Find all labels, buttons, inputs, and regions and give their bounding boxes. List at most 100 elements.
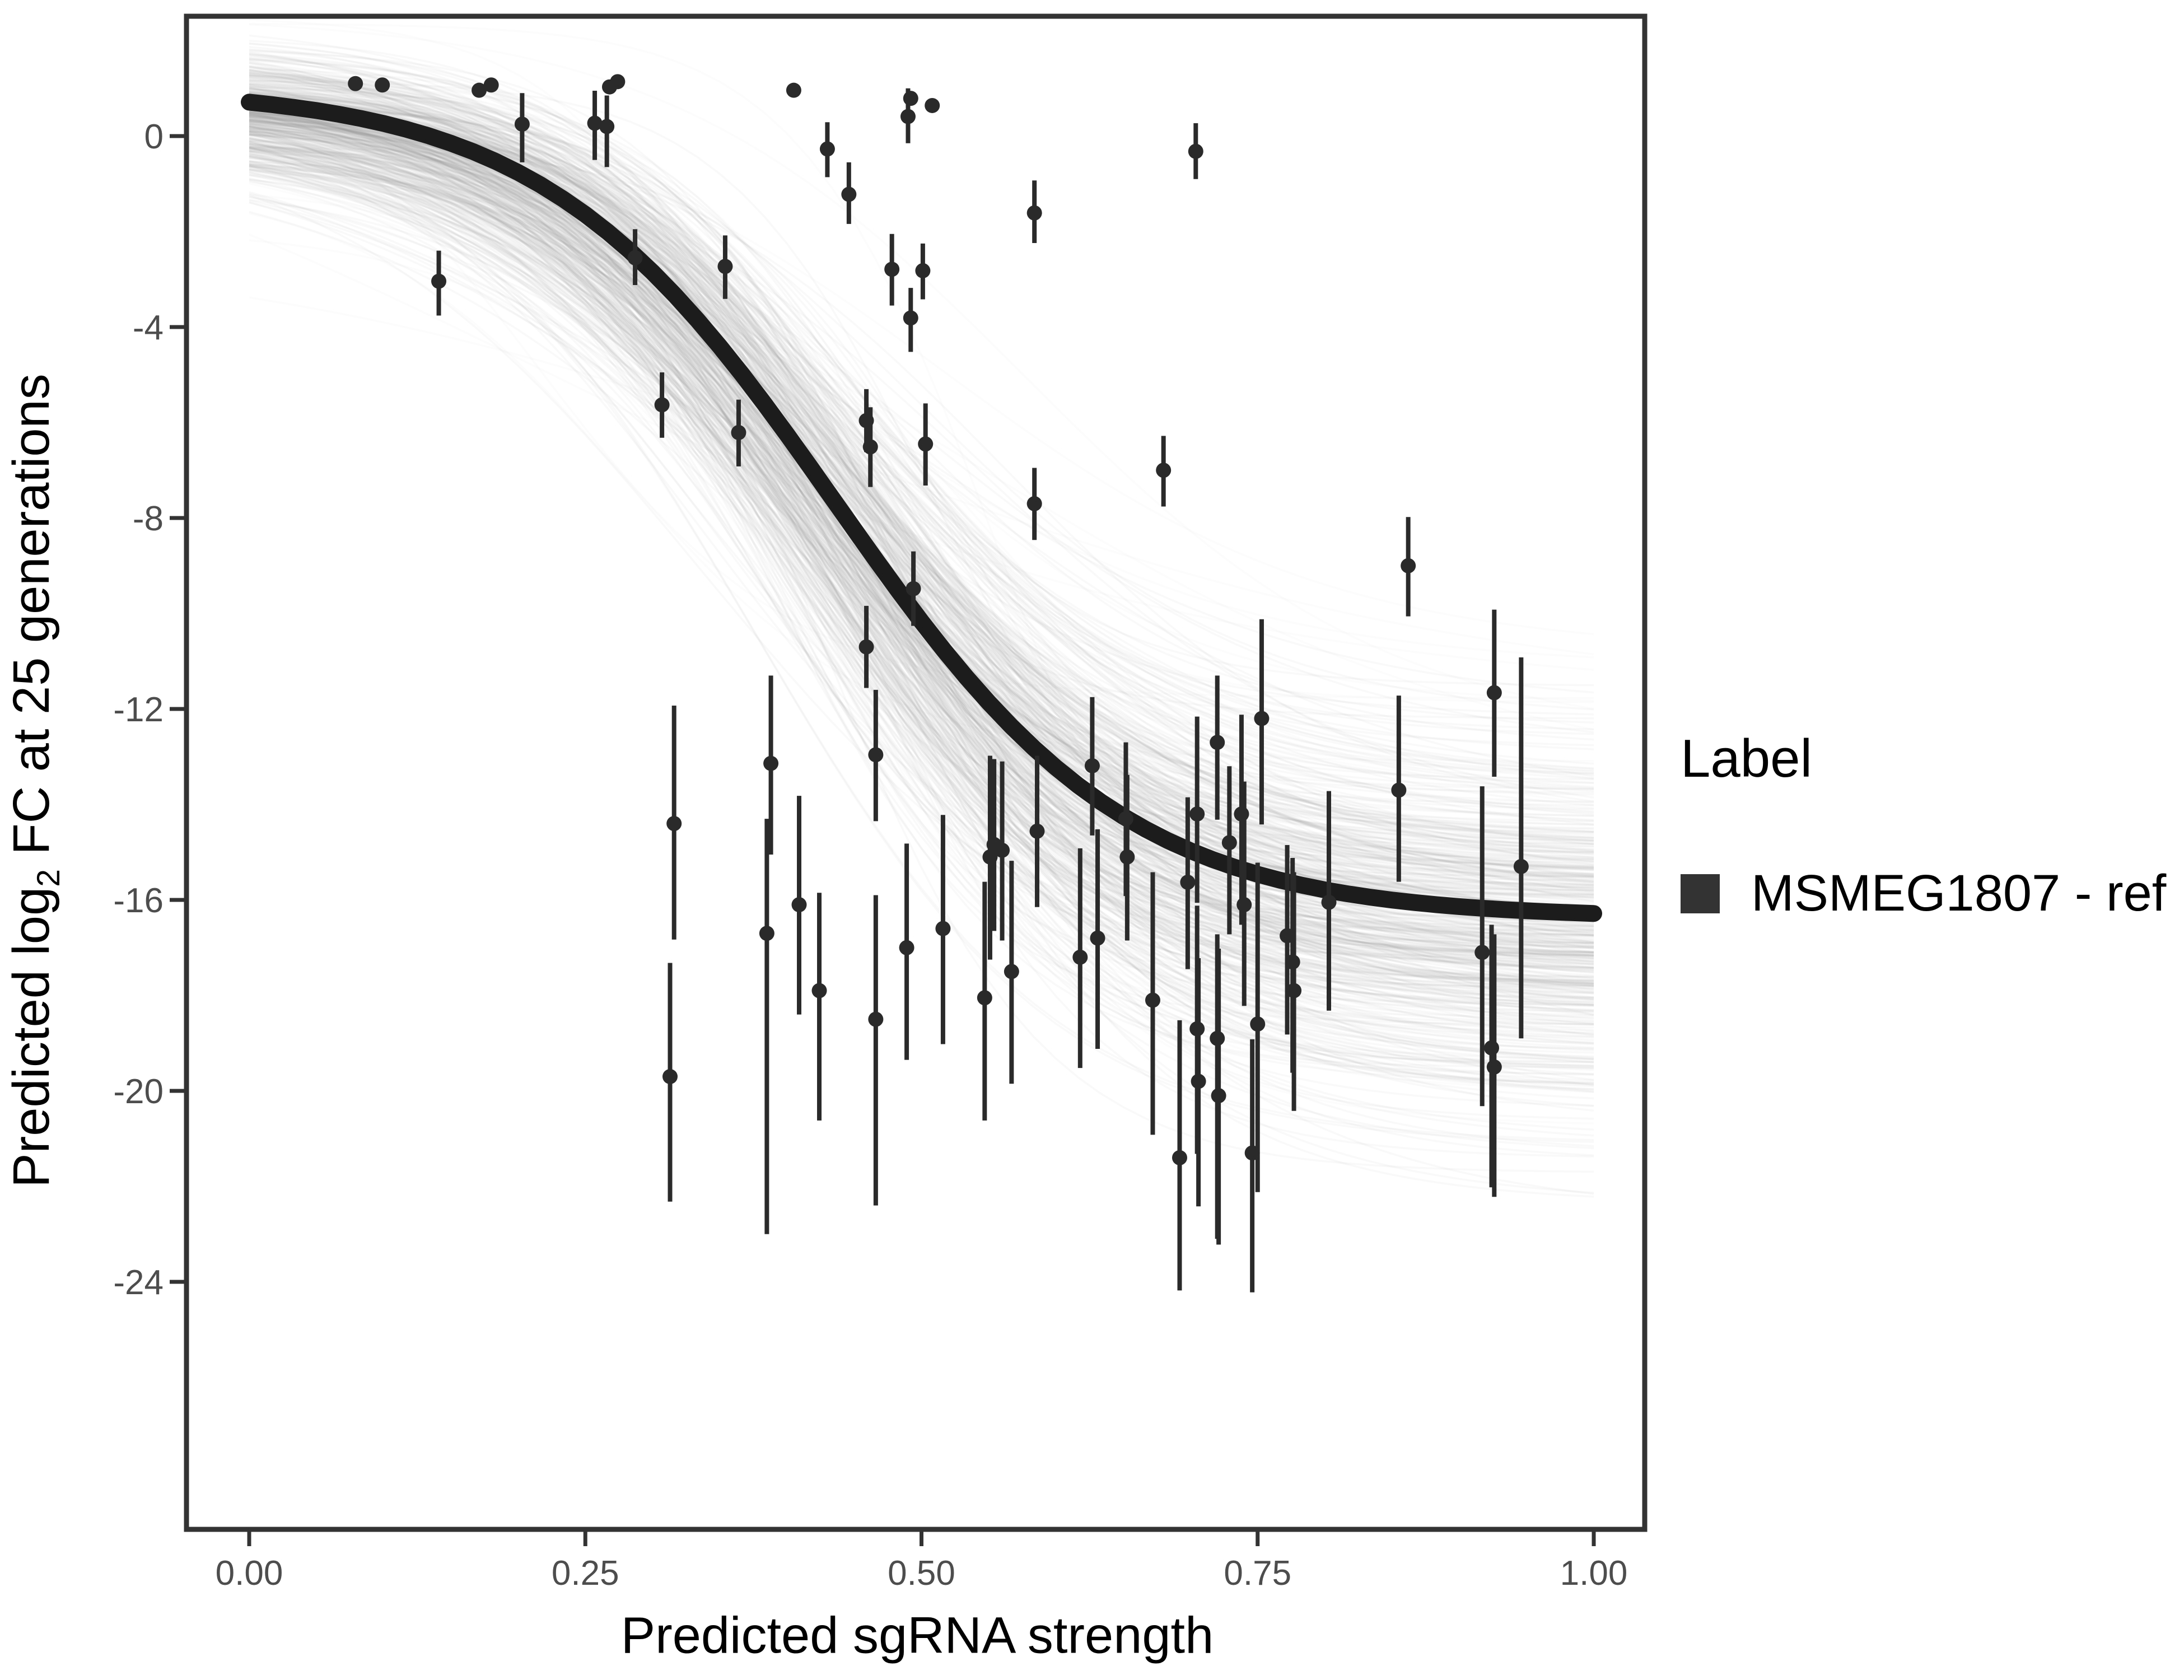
- ensemble-curve: [249, 140, 1594, 806]
- ensemble-curve: [249, 143, 1594, 1011]
- ensemble-curve: [249, 118, 1594, 815]
- ensemble-curve: [249, 86, 1594, 770]
- data-point: [1401, 558, 1416, 573]
- ensemble-curve: [249, 113, 1594, 781]
- ensemble-curve: [249, 165, 1594, 960]
- ensemble-curve: [249, 123, 1594, 984]
- ensemble-curve: [249, 116, 1594, 884]
- ensemble-curve: [249, 146, 1594, 1141]
- data-point: [918, 436, 934, 452]
- ensemble-curve: [249, 180, 1594, 839]
- data-point: [906, 581, 921, 596]
- ensemble-curve: [249, 147, 1594, 814]
- ensemble-curve: [249, 199, 1594, 972]
- legend-item-label: MSMEG1807 - ref: [1751, 865, 2167, 922]
- y-tick-label: -16: [113, 881, 164, 920]
- ensemble-curve: [249, 93, 1594, 823]
- data-point: [662, 1068, 678, 1084]
- x-tick-label: 0.50: [888, 1554, 955, 1593]
- data-point: [791, 897, 807, 913]
- ensemble-curve: [249, 129, 1594, 833]
- ensemble-curve: [249, 127, 1594, 878]
- ensemble-curve: [249, 161, 1594, 983]
- data-point: [1172, 1150, 1187, 1165]
- ensemble-curve: [249, 164, 1594, 974]
- data-point: [717, 259, 733, 274]
- ensemble-curve: [249, 66, 1594, 870]
- ensemble-curve: [249, 115, 1594, 1061]
- ensemble-curve: [249, 110, 1594, 917]
- ensemble-curve: [249, 100, 1594, 792]
- ensemble-curve: [249, 138, 1594, 891]
- x-tick-label: 0.00: [216, 1554, 283, 1593]
- ensemble-curve: [249, 93, 1594, 908]
- ensemble-curve: [249, 83, 1594, 878]
- ensemble-curve: [249, 125, 1594, 1035]
- ensemble-curve: [249, 121, 1594, 1067]
- ensemble-curve: [249, 172, 1594, 958]
- ensemble-curve: [249, 50, 1594, 1000]
- ensemble-curve: [249, 124, 1594, 869]
- data-point: [759, 926, 774, 941]
- ensemble-curve: [249, 108, 1594, 983]
- ensemble-curve: [249, 106, 1594, 855]
- ensemble-curve: [249, 168, 1594, 846]
- ensemble-curve: [249, 118, 1594, 716]
- ensemble-curve: [249, 58, 1594, 968]
- data-point: [935, 921, 951, 936]
- ensemble-curve: [249, 113, 1594, 965]
- data-point: [1513, 858, 1529, 874]
- ensemble-curve: [249, 110, 1594, 1001]
- ensemble-curve: [249, 112, 1594, 1003]
- y-tick-label: -24: [113, 1263, 164, 1302]
- ensemble-curve: [249, 152, 1594, 948]
- data-point: [982, 849, 998, 865]
- ensemble-curve: [249, 106, 1594, 965]
- ensemble-curve: [249, 116, 1594, 916]
- ensemble-curve: [249, 53, 1594, 948]
- ensemble-curve: [249, 54, 1594, 988]
- ensemble-curve: [249, 165, 1594, 1000]
- ensemble-curve: [249, 110, 1594, 962]
- ensemble-curve: [249, 95, 1594, 1063]
- ensemble-curve: [249, 138, 1594, 1006]
- data-point: [1210, 735, 1225, 750]
- ensemble-curve: [249, 144, 1594, 969]
- ensemble-curve: [249, 61, 1594, 922]
- ensemble-curve: [249, 111, 1594, 928]
- ensemble-curve: [249, 96, 1594, 892]
- ensemble-curve: [249, 133, 1594, 1195]
- ensemble-curve: [249, 130, 1594, 995]
- ensemble-curve: [249, 92, 1594, 956]
- legend-title: Label: [1681, 729, 1812, 788]
- ensemble-curve: [249, 113, 1594, 980]
- y-axis-title-post: FC at 25 generations: [2, 374, 60, 870]
- ensemble-curve: [249, 108, 1594, 944]
- y-axis-title-pre: Predicted log: [2, 886, 60, 1188]
- ensemble-curve: [249, 81, 1594, 1007]
- ensemble-curve: [249, 104, 1594, 964]
- ensemble-curve: [249, 157, 1594, 987]
- ensemble-curve: [249, 111, 1594, 909]
- ensemble-curve: [249, 119, 1594, 788]
- data-point: [900, 109, 916, 124]
- x-tick-label: 0.25: [552, 1554, 619, 1593]
- ensemble-curve: [249, 103, 1594, 1044]
- ensemble-curve: [249, 123, 1594, 931]
- ensemble-curve: [249, 132, 1594, 1100]
- ensemble-curve: [249, 113, 1594, 953]
- ensemble-curve: [249, 151, 1594, 892]
- ensemble-curve: [249, 130, 1594, 1075]
- y-axis-title: Predicted log2 FC at 25 generations: [2, 374, 67, 1187]
- legend-item: MSMEG1807 - ref: [1681, 864, 2166, 923]
- ensemble-curve: [249, 86, 1594, 1088]
- ensemble-curve: [249, 160, 1594, 1086]
- ensemble-curve: [249, 90, 1594, 1158]
- ensemble-curve: [249, 92, 1594, 937]
- ensemble-curve: [249, 141, 1594, 880]
- ensemble-curve: [249, 133, 1594, 932]
- ensemble-curve: [249, 103, 1594, 985]
- ensemble-curve: [249, 118, 1594, 856]
- ensemble-curve: [249, 142, 1594, 885]
- data-point: [599, 119, 615, 134]
